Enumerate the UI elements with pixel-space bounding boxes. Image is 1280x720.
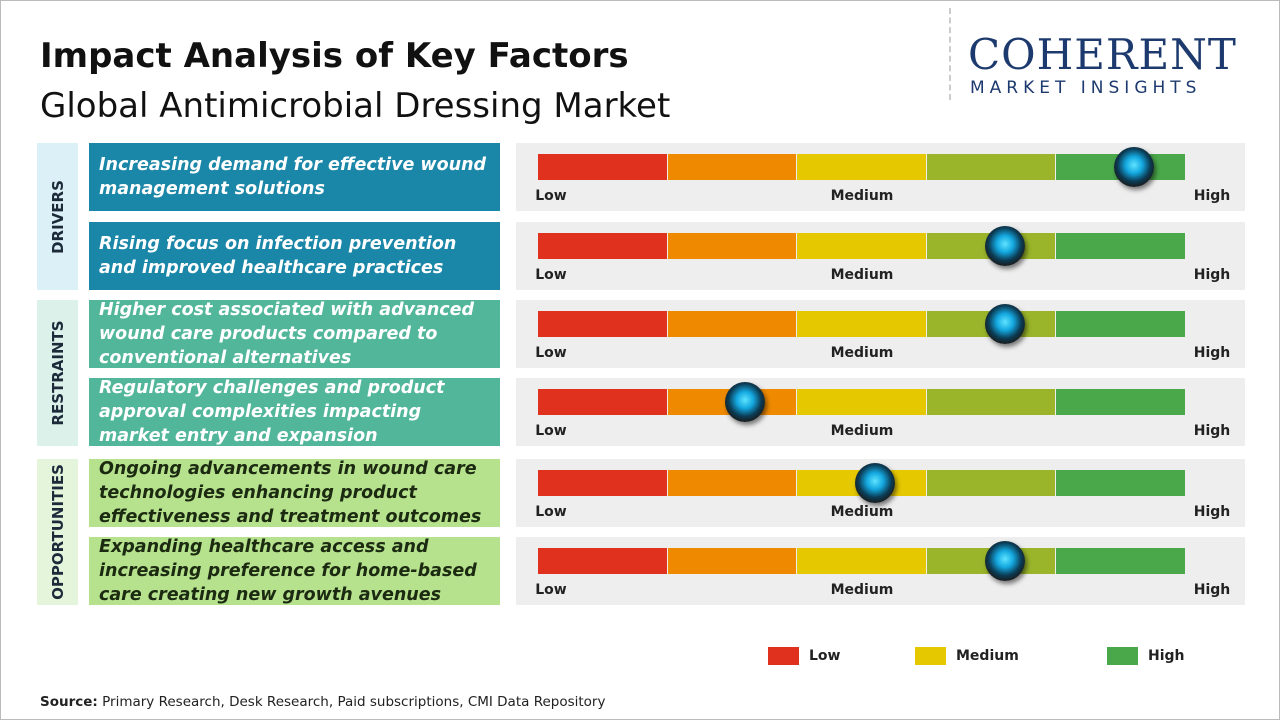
factor-label: Regulatory challenges and product approv…: [89, 378, 500, 446]
gauge-segment: [538, 154, 667, 180]
gauge-segment: [538, 311, 667, 337]
impact-marker: [984, 226, 1025, 266]
gauge-segment: [667, 311, 797, 337]
gauge-segment: [1056, 311, 1185, 337]
logo-tagline: MARKET INSIGHTS: [970, 78, 1202, 98]
gauge-segment: [667, 154, 797, 180]
gauge-segment: [1056, 470, 1185, 496]
scale-label: Low: [535, 582, 567, 598]
gauge-segment: [797, 311, 926, 337]
scale-label: Medium: [830, 423, 894, 439]
scale-label: High: [1193, 188, 1231, 204]
scale-label: Low: [535, 188, 567, 204]
group-name: RESTRAINTS: [49, 320, 67, 426]
gauge-segment: [926, 154, 1056, 180]
factor-label: Increasing demand for effective wound ma…: [89, 143, 500, 211]
group-band: [37, 459, 78, 605]
scale-label: Low: [535, 504, 567, 520]
scale-label: High: [1193, 504, 1231, 520]
scale-label: Medium: [830, 188, 894, 204]
source-label: Source:: [40, 694, 98, 710]
logo-separator: [949, 8, 951, 100]
group-name: OPPORTUNITIES: [49, 464, 67, 600]
legend-label: Medium: [956, 648, 1019, 664]
impact-marker: [725, 382, 766, 422]
gauge-segment: [538, 548, 667, 574]
scale-label: Low: [535, 345, 567, 361]
scale-label: High: [1193, 423, 1231, 439]
chart-title: Impact Analysis of Key Factors: [40, 36, 629, 76]
factor-label: Higher cost associated with advanced wou…: [89, 300, 500, 368]
chart-subtitle: Global Antimicrobial Dressing Market: [40, 86, 671, 126]
source-text: Primary Research, Desk Research, Paid su…: [102, 694, 606, 710]
source: Source: Primary Research, Desk Research,…: [40, 694, 605, 710]
scale-label: Low: [535, 423, 567, 439]
scale-label: Medium: [830, 582, 894, 598]
scale-label: High: [1193, 267, 1231, 283]
scale-label: Medium: [830, 267, 894, 283]
gauge-segment: [926, 389, 1056, 415]
group-band: [37, 143, 78, 290]
gauge-segment: [667, 548, 797, 574]
scale-label: Low: [535, 267, 567, 283]
gauge-segment: [797, 389, 926, 415]
gauge-segment: [1056, 233, 1185, 259]
gauge-segment: [538, 389, 667, 415]
gauge-segment: [1056, 548, 1185, 574]
legend-swatch: [1107, 647, 1138, 665]
gauge-segment: [797, 233, 926, 259]
factor-label: Expanding healthcare access and increasi…: [89, 537, 500, 605]
legend-swatch: [768, 647, 799, 665]
scale-label: Medium: [830, 345, 894, 361]
gauge-segment: [667, 233, 797, 259]
legend-label: High: [1148, 648, 1185, 664]
gauge-segment: [797, 154, 926, 180]
gauge-segment: [797, 548, 926, 574]
gauge-segment: [667, 470, 797, 496]
legend-label: Low: [809, 648, 841, 664]
scale-label: High: [1193, 582, 1231, 598]
factor-label: Rising focus on infection prevention and…: [89, 222, 500, 290]
gauge-segment: [926, 470, 1056, 496]
impact-marker: [1114, 147, 1155, 187]
logo-name: COHERENT: [968, 30, 1237, 79]
scale-label: High: [1193, 345, 1231, 361]
impact-marker: [984, 541, 1025, 581]
scale-label: Medium: [830, 504, 894, 520]
impact-marker: [984, 304, 1025, 344]
gauge-segment: [538, 233, 667, 259]
impact-marker: [854, 463, 895, 503]
gauge-segment: [1056, 389, 1185, 415]
factor-label: Ongoing advancements in wound care techn…: [89, 459, 500, 527]
gauge-segment: [538, 470, 667, 496]
group-band: [37, 300, 78, 446]
legend-swatch: [915, 647, 946, 665]
group-name: DRIVERS: [49, 179, 67, 254]
